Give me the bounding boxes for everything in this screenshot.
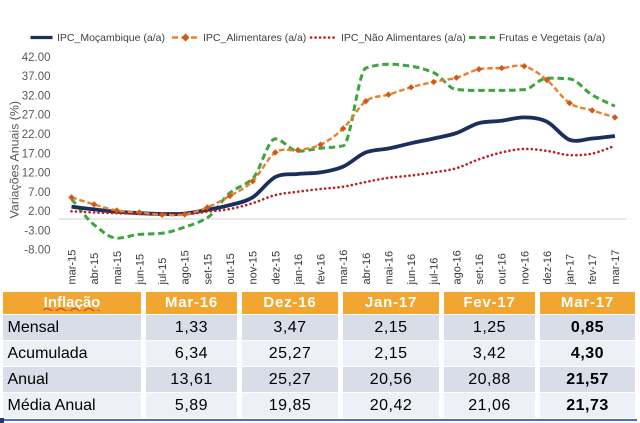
svg-text:jan-16: jan-16	[293, 254, 305, 286]
svg-text:IPC_Alimentares (a/a): IPC_Alimentares (a/a)	[203, 32, 306, 44]
svg-text:jun-15: jun-15	[134, 254, 146, 286]
svg-text:jul-16: jul-16	[429, 258, 441, 286]
svg-text:42.00: 42.00	[22, 52, 51, 64]
svg-text:abr-15: abr-15	[89, 253, 101, 285]
svg-text:mai-16: mai-16	[384, 251, 396, 285]
svg-text:jan-17: jan-17	[565, 254, 577, 286]
svg-text:ago-16: ago-16	[451, 250, 463, 284]
svg-text:fev-17: fev-17	[587, 254, 599, 285]
svg-text:12.00: 12.00	[22, 168, 51, 180]
svg-text:-3.00: -3.00	[24, 225, 50, 237]
svg-text:set-16: set-16	[474, 254, 486, 285]
svg-text:nov-15: nov-15	[248, 251, 260, 285]
svg-text:2.00: 2.00	[28, 206, 50, 218]
svg-text:-8.00: -8.00	[24, 245, 50, 257]
svg-text:mar-16: mar-16	[338, 250, 350, 285]
svg-text:nov-16: nov-16	[519, 251, 531, 285]
svg-text:32.00: 32.00	[22, 91, 51, 103]
svg-text:mar-17: mar-17	[610, 250, 622, 285]
svg-text:mai-15: mai-15	[112, 251, 124, 285]
svg-text:fev-16: fev-16	[316, 254, 328, 285]
svg-text:set-15: set-15	[202, 254, 214, 285]
svg-text:Frutas e Vegetais (a/a): Frutas e Vegetais (a/a)	[499, 32, 605, 44]
svg-text:27.00: 27.00	[22, 110, 51, 122]
svg-text:jun-16: jun-16	[406, 254, 418, 286]
svg-text:22.00: 22.00	[22, 129, 51, 141]
svg-text:mar-15: mar-15	[67, 250, 79, 285]
svg-text:ago-15: ago-15	[180, 250, 192, 284]
svg-text:out-15: out-15	[225, 253, 237, 284]
svg-text:17.00: 17.00	[22, 148, 51, 160]
svg-text:IPC_Moçambique (a/a): IPC_Moçambique (a/a)	[57, 32, 165, 44]
svg-text:dez-15: dez-15	[270, 251, 282, 285]
svg-text:jul-15: jul-15	[157, 258, 169, 286]
svg-text:IPC_Não Alimentares (a/a): IPC_Não Alimentares (a/a)	[341, 32, 466, 44]
svg-text:abr-16: abr-16	[361, 253, 373, 285]
svg-text:Variações Anuais (%): Variações Anuais (%)	[8, 101, 22, 219]
svg-text:out-16: out-16	[497, 253, 509, 284]
svg-text:7.00: 7.00	[28, 187, 50, 199]
svg-text:dez-16: dez-16	[542, 251, 554, 285]
svg-text:37.00: 37.00	[22, 71, 51, 83]
